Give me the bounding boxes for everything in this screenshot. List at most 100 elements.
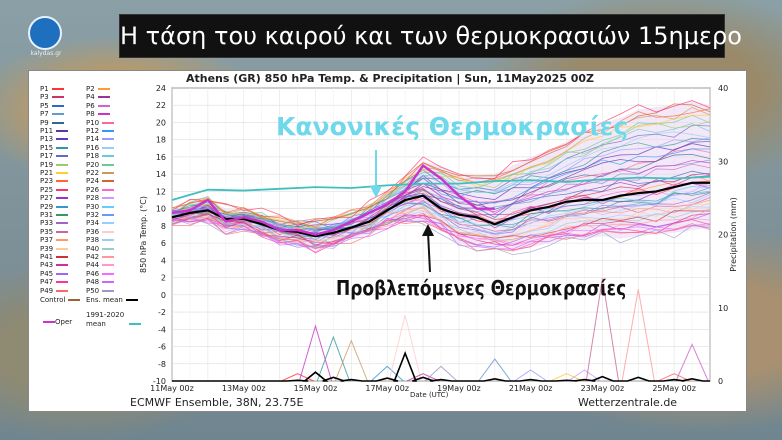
legend-swatch	[102, 121, 115, 124]
legend-swatch	[97, 88, 110, 90]
member-line	[171, 194, 711, 238]
legend-swatch	[102, 222, 115, 225]
precip-max-line	[675, 343, 709, 382]
legend-item: P23	[40, 177, 69, 186]
series-ens-mean	[171, 181, 710, 238]
legend-label: P6	[86, 101, 95, 110]
precipitation-bars	[172, 278, 710, 382]
legend-label: P16	[86, 143, 100, 152]
precip-max-line	[621, 289, 655, 382]
x-tick-label: 21May 00z	[509, 384, 553, 393]
member-line	[171, 208, 711, 249]
x-tick-label: 13May 00z	[222, 384, 266, 393]
y-tick-label: 6	[161, 239, 166, 248]
precip-max-line	[334, 339, 368, 382]
legend-swatch	[51, 96, 64, 99]
legend-item: P3	[40, 93, 64, 102]
legend-swatch	[129, 323, 141, 325]
legend-item: P6	[86, 102, 110, 111]
legend-item: P14	[86, 135, 115, 144]
precip-max-line	[585, 278, 620, 382]
legend-label: P3	[40, 93, 49, 102]
y2-tick-label: 10	[718, 304, 728, 313]
legend-swatch	[102, 130, 115, 132]
legend-item: P42	[86, 253, 115, 262]
legend-item: P19	[40, 160, 69, 170]
legend-item: P41	[40, 253, 69, 262]
legend-item: P48	[86, 278, 115, 287]
legend-label: P5	[40, 101, 49, 110]
legend-item: P29	[40, 203, 69, 212]
legend-item: P46	[86, 270, 115, 279]
member-line	[171, 140, 711, 227]
legend-label: P38	[86, 236, 100, 245]
normal-arrow-head	[370, 186, 382, 198]
legend-swatch	[102, 214, 115, 216]
y-tick-label: -6	[158, 343, 166, 352]
legend-label: Oper	[55, 318, 73, 326]
x-tick-label: 17May 00z	[365, 384, 409, 393]
legend-label: P32	[86, 211, 100, 219]
legend-swatch	[51, 113, 64, 116]
legend-swatch	[56, 239, 69, 242]
legend-item: Oper	[40, 318, 72, 327]
legend-item: P40	[86, 245, 115, 254]
footer-source: Wetterzentrale.de	[578, 396, 678, 409]
legend-swatch	[102, 256, 115, 258]
legend-item: P27	[40, 194, 69, 203]
legend-label: P25	[40, 185, 54, 194]
y2-tick-label: 40	[718, 84, 728, 93]
x-tick-label: 23May 00z	[581, 384, 625, 393]
legend-swatch	[56, 130, 69, 132]
legend-item: P28	[86, 194, 115, 203]
legend-item: P9	[40, 119, 64, 128]
legend-label: P27	[40, 194, 54, 203]
legend-item: P39	[40, 245, 69, 254]
y-tick-label: 22	[156, 101, 166, 110]
legend-item: P12	[86, 127, 115, 136]
y-tick-label: 2	[161, 274, 166, 283]
legend-swatch	[56, 197, 69, 200]
logo-text: kalydas.gr	[30, 50, 62, 57]
y-tick-label: 18	[156, 136, 166, 145]
legend-swatch	[43, 321, 55, 323]
legend-swatch	[56, 289, 69, 292]
legend-swatch	[56, 155, 69, 158]
series-oper	[171, 163, 495, 236]
legend-item: P7	[40, 110, 64, 119]
legend-swatch	[102, 146, 115, 149]
legend-swatch	[102, 264, 115, 267]
x-tick-label: 15May 00z	[294, 384, 338, 393]
legend-swatch	[97, 104, 110, 107]
legend-swatch	[102, 180, 115, 183]
y-tick-label: 20	[156, 118, 166, 127]
legend-swatch	[125, 299, 138, 301]
legend-item: P17	[40, 152, 69, 161]
legend-swatch	[56, 205, 69, 208]
precip-max-line	[514, 369, 548, 382]
legend-label: P34	[86, 219, 100, 228]
y-tick-label: -4	[158, 325, 166, 334]
forecast-arrow-shaft	[427, 231, 431, 273]
legend-label: P31	[40, 211, 54, 219]
legend-label: P12	[86, 127, 100, 135]
legend-swatch	[56, 256, 69, 258]
precip-mean-line	[172, 350, 710, 382]
legend-label: P19	[40, 160, 54, 169]
legend-item: P4	[86, 93, 110, 102]
legend-swatch	[56, 222, 69, 225]
y2-axis-label: Precipitation (mm)	[729, 197, 738, 271]
precip-max-line	[316, 335, 351, 382]
legend-swatch	[56, 172, 69, 174]
member-line	[171, 100, 711, 226]
legend-item: P50	[86, 287, 115, 296]
member-line	[171, 108, 711, 228]
legend-item: P30	[86, 203, 115, 212]
legend-swatch	[102, 205, 115, 208]
y2-tick-label: 0	[718, 377, 723, 386]
legend-label: Ens. mean	[86, 296, 123, 304]
legend-label: P45	[40, 269, 54, 278]
legend-swatch	[56, 247, 69, 250]
legend-item: P25	[40, 185, 69, 195]
precip-max-line	[298, 324, 333, 382]
